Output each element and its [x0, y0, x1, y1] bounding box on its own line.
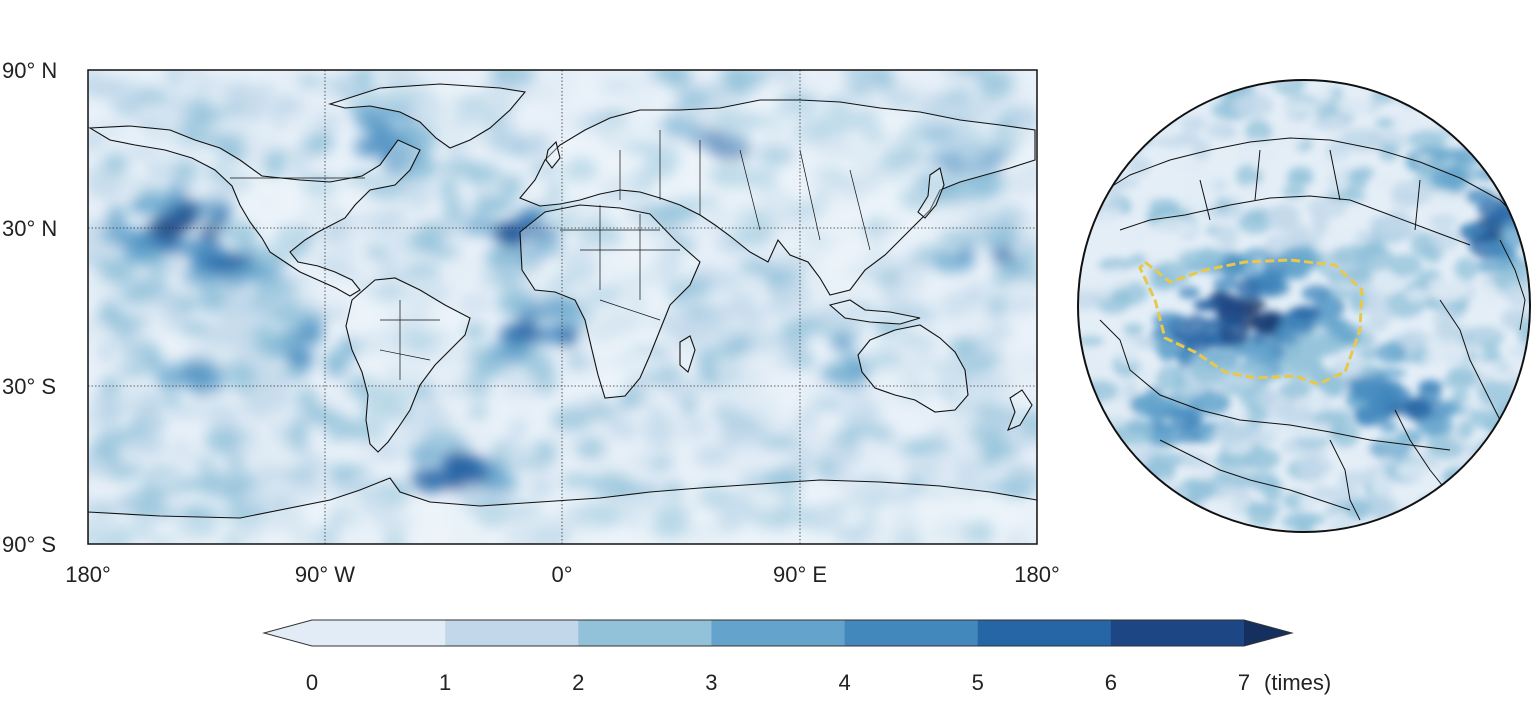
colorbar-tick-label: 3	[705, 670, 717, 695]
map-frame	[87, 69, 1038, 545]
lon-label-0: 0°	[551, 562, 572, 587]
madagascar-outline	[679, 335, 696, 373]
colorbar-segment	[1110, 620, 1245, 646]
lat-label-90s: 90° S	[2, 532, 56, 557]
world-map: 90° N 30° N 30° S 90° S 180° 90° W 0° 90…	[2, 58, 1060, 587]
colorbar-segment	[844, 620, 979, 646]
colorbar-segment	[977, 620, 1112, 646]
colorbar-max-arrow	[1244, 620, 1292, 646]
lon-label-90e: 90° E	[773, 562, 827, 587]
colorbar-tick-label: 7	[1238, 670, 1250, 695]
colorbar-segment	[578, 620, 712, 646]
colorbar-segment	[711, 620, 846, 646]
new-zealand-outline	[1007, 389, 1033, 432]
frequency-field	[88, 70, 1037, 544]
north-america-outline	[88, 125, 421, 297]
colorbar-segment	[445, 620, 579, 646]
graticule	[88, 70, 1037, 544]
indonesia-outline	[828, 299, 921, 325]
australia-outline	[857, 324, 969, 413]
globe-outline	[1077, 79, 1531, 533]
colorbar-tick-label: 5	[972, 670, 984, 695]
colorbar: 0 1 2 3 4 5 6 7 (times)	[262, 619, 1331, 695]
colorbar-tick-label: 4	[838, 670, 850, 695]
colorbar-tick-label: 0	[306, 670, 318, 695]
lon-label-90w: 90° W	[295, 562, 355, 587]
globe-borders	[1089, 137, 1530, 521]
lat-label-30n: 30° N	[2, 216, 57, 241]
colorbar-tick-label: 1	[439, 670, 451, 695]
europe-asia-outline	[519, 99, 1036, 296]
south-america-outline	[345, 277, 471, 453]
colorbar-segment	[312, 620, 446, 646]
latitude-labels: 90° N 30° N 30° S 90° S	[2, 58, 57, 557]
colorbar-frame	[262, 619, 1294, 647]
uk-outline	[545, 140, 561, 169]
colorbar-tick-label: 6	[1105, 670, 1117, 695]
greenland-outline	[328, 83, 527, 149]
africa-outline	[519, 204, 701, 399]
country-borders	[230, 130, 871, 380]
lat-label-30s: 30° S	[2, 374, 56, 399]
colorbar-tick-label: 2	[572, 670, 584, 695]
lon-label-180e: 180°	[1014, 562, 1060, 587]
colorbar-unit: (times)	[1264, 670, 1331, 695]
colorbar-ticks: 0 1 2 3 4 5 6 7	[306, 670, 1250, 695]
colorbar-min-arrow	[264, 620, 312, 646]
colorbar-segments	[312, 620, 1245, 646]
longitude-labels: 180° 90° W 0° 90° E 180°	[65, 562, 1060, 587]
lat-label-90n: 90° N	[2, 58, 57, 83]
lon-label-180w: 180°	[65, 562, 111, 587]
tibetan-plateau-outline	[1138, 258, 1364, 386]
japan-outline	[917, 167, 945, 219]
globe-inset	[1077, 79, 1531, 533]
